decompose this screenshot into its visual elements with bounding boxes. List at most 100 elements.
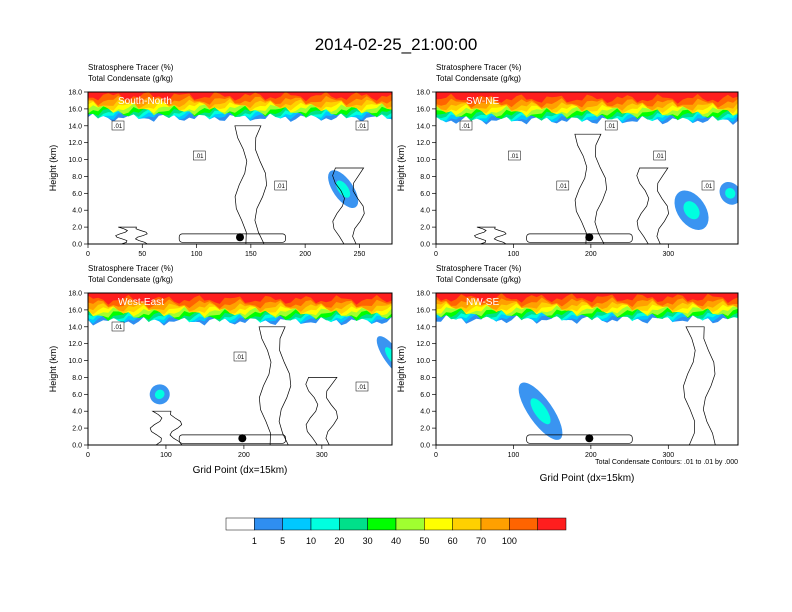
x-tick-label: 0	[86, 251, 90, 258]
x-tick-label: 0	[434, 251, 438, 258]
condensate-contour	[234, 125, 267, 244]
tracer-band	[88, 92, 392, 102]
y-tick-label: 16.0	[416, 307, 430, 314]
panel-label: SW-NE	[466, 96, 499, 107]
colorbar-label: 30	[363, 536, 373, 546]
condensate-contour	[574, 133, 607, 244]
contour-label: .01	[510, 154, 519, 160]
contour-label: .01	[462, 124, 471, 130]
contour-label-box	[556, 180, 570, 191]
left-title-1: Stratosphere Tracer (%)	[88, 63, 174, 72]
contour-label-box	[653, 150, 666, 161]
contour-label-box	[701, 180, 715, 191]
colorbar-swatch	[452, 517, 482, 531]
y-tick-label: 14.0	[416, 123, 430, 130]
x-tick-label: 100	[160, 452, 172, 459]
left-title-1: Stratosphere Tracer (%)	[436, 63, 522, 72]
tracer-band	[88, 293, 392, 305]
condensate-contour	[332, 167, 365, 244]
tracer-field	[88, 92, 392, 209]
y-tick-label: 4.0	[72, 208, 82, 215]
condensate-contour	[115, 226, 148, 244]
condensate-contour	[636, 167, 669, 244]
x-tick-label: 200	[299, 251, 311, 258]
y-tick-label: 4.0	[72, 409, 82, 416]
condensate-contours	[149, 326, 338, 445]
tracer-intrusion-core	[154, 389, 165, 400]
colorbar-swatch	[310, 517, 340, 531]
y-tick-label: 12.0	[416, 140, 430, 147]
x-tick-label: 50	[138, 251, 146, 258]
panel-3: .01 .01 .01 West-East Stratosphere Tracer (%…	[48, 264, 393, 476]
y-tick-label: 6.0	[420, 392, 430, 399]
condensate-contour	[149, 410, 183, 445]
y-tick-label: 12.0	[68, 140, 82, 147]
panel-label: NW-SE	[466, 297, 499, 308]
contour-label: .01	[114, 124, 123, 130]
condensate-contours	[115, 125, 365, 244]
low-cloud-contour	[526, 233, 633, 243]
colorbar-label: 40	[391, 536, 401, 546]
x-tick-label: 0	[86, 452, 90, 459]
plot-frame	[435, 91, 739, 245]
contour-label: .01	[559, 184, 568, 190]
x-tick-label: 200	[585, 452, 597, 459]
x-tick-label: 200	[585, 251, 597, 258]
colorbar-swatch	[254, 517, 283, 531]
x-tick-label: 300	[662, 452, 674, 459]
plot-frame	[87, 91, 393, 245]
y-axis-label: Height (km)	[48, 346, 58, 393]
x-tick-label: 100	[508, 452, 520, 459]
contour-label: .01	[704, 184, 713, 190]
y-axis-label: Height (km)	[48, 145, 58, 192]
condensate-contours	[473, 133, 669, 244]
y-axis-label: Height (km)	[396, 145, 406, 192]
panel-4: NW-SE Stratosphere Tracer (%) Total Conden…	[396, 264, 739, 484]
colorbar-label: 100	[502, 536, 517, 546]
condensate-contour	[305, 377, 338, 445]
tracer-field	[88, 293, 392, 405]
low-cloud-contour	[178, 233, 286, 243]
y-axis-label: Height (km)	[396, 346, 406, 393]
x-tick-label: 0	[434, 452, 438, 459]
colorbar-swatch	[480, 517, 510, 531]
plot-frame	[87, 292, 393, 446]
location-marker	[585, 233, 594, 242]
x-tick-label: 300	[662, 251, 674, 258]
y-tick-label: 2.0	[72, 225, 82, 232]
colorbar-label: 50	[419, 536, 429, 546]
contour-label-box	[233, 351, 247, 362]
figure-title: 2014-02-25_21:00:00	[315, 35, 478, 54]
contour-label-box	[355, 381, 369, 392]
contour-label: .01	[358, 124, 367, 130]
y-tick-label: 0.0	[72, 242, 82, 249]
y-tick-label: 6.0	[420, 191, 430, 198]
y-tick-label: 14.0	[68, 324, 82, 331]
colorbar-label: 70	[476, 536, 486, 546]
colorbar-swatch	[282, 517, 312, 531]
y-tick-label: 10.0	[416, 157, 430, 164]
colorbar-label: 1	[252, 536, 257, 546]
x-tick-label: 300	[316, 452, 328, 459]
low-cloud-contour	[526, 434, 633, 444]
x-tick-label: 200	[238, 452, 250, 459]
y-tick-label: 18.0	[416, 291, 430, 298]
y-tick-label: 18.0	[416, 90, 430, 97]
y-tick-label: 16.0	[416, 106, 430, 113]
colorbar-swatch	[395, 517, 425, 531]
colorbar-swatch	[509, 517, 538, 531]
y-tick-label: 8.0	[72, 174, 82, 181]
panel-label: South-North	[118, 96, 172, 107]
condensate-contour	[473, 226, 507, 244]
plot-frame	[435, 292, 739, 446]
condensate-contours	[526, 326, 716, 445]
contour-label-box	[193, 150, 206, 161]
tracer-band	[436, 293, 738, 303]
contour-label-box	[111, 120, 125, 131]
colorbar-label: 60	[448, 536, 458, 546]
colorbar-label: 20	[334, 536, 344, 546]
tracer-intrusion-core	[336, 180, 351, 198]
panel-2: .01 .01 .01 .01 .01 .01 SW-NE Stratosphere Trac…	[396, 63, 739, 258]
contour-label: .01	[276, 184, 285, 190]
condensate-contour	[258, 326, 292, 445]
